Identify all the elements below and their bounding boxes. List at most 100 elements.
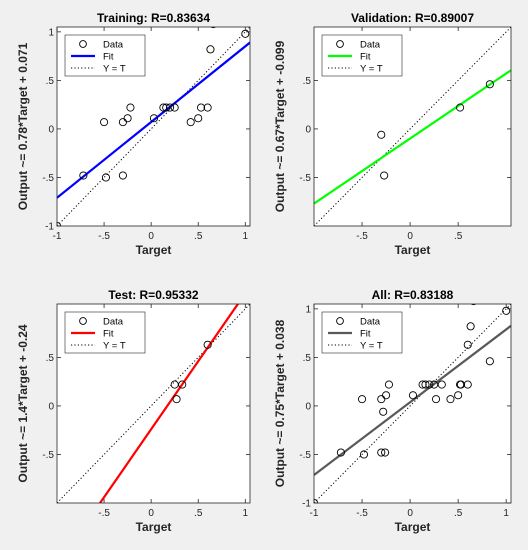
identity-line <box>314 27 511 226</box>
y-tick-label: -.5 <box>299 450 311 461</box>
data-point <box>382 391 391 400</box>
legend-label-identity: Y = T <box>103 341 126 352</box>
legend-label-data: Data <box>103 40 124 51</box>
data-point <box>380 171 389 180</box>
x-axis-label: Target <box>395 520 431 534</box>
axes-frame <box>313 26 512 227</box>
y-tick-label: 1 <box>48 27 54 38</box>
data-point <box>178 380 187 389</box>
x-tick-label: 1 <box>243 508 249 519</box>
data-point <box>203 103 212 112</box>
y-tick-label: -1 <box>302 499 311 510</box>
y-axis-label: Output ~= 1.4*Target + -0.24 <box>16 324 30 482</box>
fit-line <box>57 41 250 199</box>
plot-content <box>57 27 250 226</box>
y-tick-label: -1 <box>45 222 54 233</box>
data-point <box>379 407 388 416</box>
data-point <box>408 391 418 400</box>
x-tick-label: 1 <box>503 508 509 519</box>
plot-content <box>57 304 250 503</box>
y-tick-label: 0 <box>48 124 54 135</box>
data-point <box>446 395 455 404</box>
legend-label-data: Data <box>103 317 124 328</box>
y-tick-label: .5 <box>46 76 55 87</box>
subplot-4: -1 -.5 0 .5 1 -1 -.5 0 .5 1 All: R=0.83188 Target Ou… <box>273 288 512 534</box>
x-tick-label: .5 <box>454 508 463 519</box>
x-tick-label: -.5 <box>98 508 110 519</box>
x-tick-label: .5 <box>194 508 203 519</box>
legend-label-fit: Fit <box>360 329 371 340</box>
data-point <box>418 380 427 389</box>
data-point <box>100 118 109 127</box>
y-tick-label: 0 <box>305 124 311 135</box>
data-point <box>149 114 159 123</box>
data-point <box>463 380 472 389</box>
y-tick-label: -.5 <box>299 173 311 184</box>
y-tick-label: 1 <box>305 304 311 315</box>
data-point <box>454 391 463 400</box>
x-tick-label: 1 <box>243 231 249 242</box>
data-point <box>456 103 465 112</box>
data-point <box>194 114 203 123</box>
data-point <box>466 322 475 331</box>
data-point <box>196 103 206 112</box>
data-point <box>377 130 386 139</box>
x-tick-label: -.5 <box>356 231 368 242</box>
legend-label-fit: Fit <box>103 52 114 63</box>
x-tick-label: -.5 <box>356 508 368 519</box>
data-point <box>485 357 494 366</box>
legend-label-data: Data <box>360 40 381 51</box>
legend-label-identity: Y = T <box>360 341 383 352</box>
legend-label-fit: Fit <box>360 52 371 63</box>
data-point <box>172 395 181 404</box>
legend-label-fit: Fit <box>103 329 114 340</box>
data-point <box>79 171 88 180</box>
data-point <box>377 448 386 457</box>
y-tick-label: .5 <box>303 353 312 364</box>
y-tick-label: .5 <box>46 353 55 364</box>
x-axis-label: Target <box>136 243 172 257</box>
chart-title: Training: R=0.83634 <box>97 11 210 25</box>
data-point <box>421 380 430 389</box>
x-tick-label: 0 <box>407 231 413 242</box>
data-point <box>357 395 367 404</box>
y-axis-label: Output ~= 0.67*Target + -0.099 <box>273 40 287 212</box>
axes-frame <box>56 303 251 504</box>
data-point <box>456 380 466 389</box>
legend-marker-data <box>79 317 87 325</box>
data-point <box>162 103 171 112</box>
data-point <box>101 173 111 182</box>
x-axis-label: Target <box>395 243 431 257</box>
y-axis-label: Output ~= 0.75*Target + 0.038 <box>273 319 287 487</box>
data-point <box>186 118 195 127</box>
data-point <box>437 380 446 389</box>
axes-frame <box>56 26 251 227</box>
data-point <box>210 27 217 29</box>
subplot-2: -.5 0 .5 -.5 0 .5 Validation: R=0.89007 Target O… <box>273 11 512 257</box>
data-point <box>463 340 472 349</box>
data-point <box>485 80 494 89</box>
x-tick-label: 0 <box>148 508 154 519</box>
data-point <box>431 395 441 404</box>
legend-marker-data <box>336 317 344 325</box>
x-tick-label: -1 <box>53 231 62 242</box>
chart-title: Test: R=0.95332 <box>108 288 198 302</box>
chart-title: All: R=0.83188 <box>372 288 454 302</box>
legend-label-identity: Y = T <box>360 64 383 75</box>
identity-line <box>314 304 511 503</box>
chart-title: Validation: R=0.89007 <box>351 11 474 25</box>
data-point <box>384 380 394 389</box>
x-tick-label: -.5 <box>98 231 110 242</box>
data-point <box>123 114 132 123</box>
data-point <box>377 395 386 404</box>
y-tick-label: .5 <box>303 76 312 87</box>
legend-label-identity: Y = T <box>103 64 126 75</box>
x-tick-label: -1 <box>310 508 319 519</box>
legend-label-data: Data <box>360 317 381 328</box>
fit-line <box>98 304 240 503</box>
